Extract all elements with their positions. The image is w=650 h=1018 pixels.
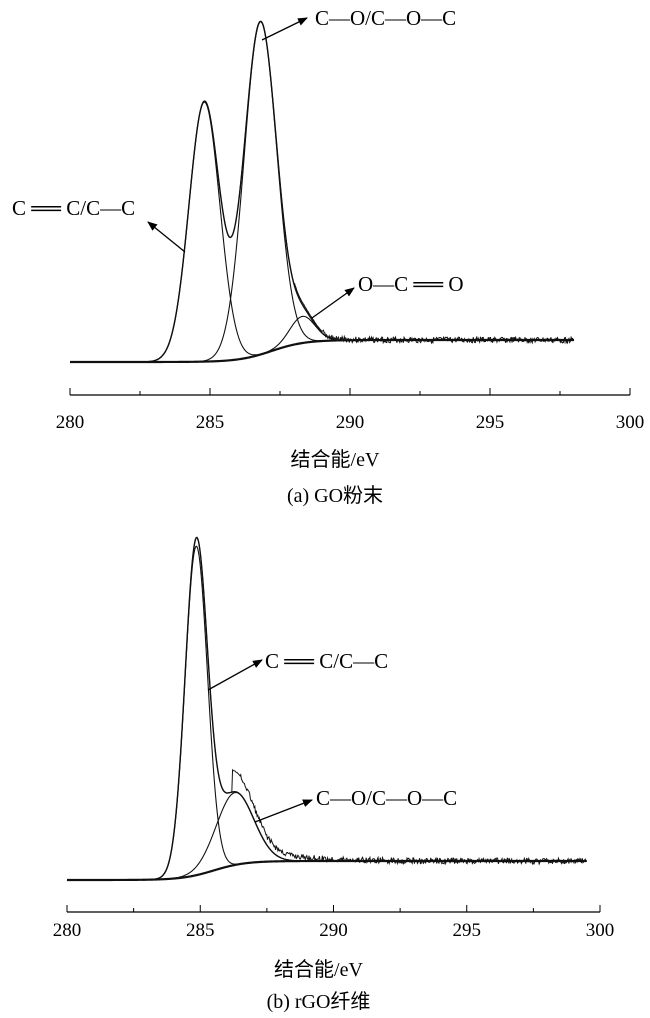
- x-tick-label: 290: [336, 412, 365, 433]
- x-axis-label-b: 结合能/eV: [274, 958, 363, 981]
- spectrum-curves-b: [66, 536, 588, 882]
- chart-panel-b: 280 285 290 295 300 C ══ C/C—C C—O/C—O—C 结合能/…: [53, 536, 615, 1013]
- spectrum-curves-a: [69, 20, 575, 364]
- chart-panel-a: 280 285 290 295 300 C ══ C/C—C C—O/C—O—C O—C ═…: [12, 6, 644, 507]
- x-tick-label: 285: [196, 412, 225, 433]
- annotation-arrow: [261, 17, 308, 41]
- x-tick-label: 295: [476, 412, 505, 433]
- x-tick-label: 300: [586, 920, 615, 941]
- x-tick-label: 285: [186, 920, 215, 941]
- background-curve: [67, 859, 587, 882]
- background-curve: [70, 338, 574, 364]
- annotation-arrow: [207, 659, 263, 691]
- annotation-label: O—C ══ O: [358, 272, 464, 296]
- caption-b: (b) rGO纤维: [267, 990, 371, 1013]
- x-tick-label: 280: [56, 412, 85, 433]
- x-axis-label-a: 结合能/eV: [291, 448, 380, 471]
- fit-peak-0: [67, 545, 587, 881]
- annotation-label: C—O/C—O—C: [315, 6, 456, 30]
- x-tick-label: 280: [53, 920, 82, 941]
- x-tick-label: 295: [453, 920, 482, 941]
- annotation-label: C ══ C/C—C: [12, 196, 135, 220]
- caption-a: (a) GO粉末: [287, 484, 383, 507]
- x-tick-label: 300: [616, 412, 645, 433]
- annotation-arrow: [311, 287, 355, 319]
- x-ticks-b: 280 285 290 295 300: [53, 905, 615, 941]
- annotation-label: C ══ C/C—C: [265, 649, 388, 673]
- annotation-arrow: [147, 221, 186, 253]
- annotations-a: C ══ C/C—C C—O/C—O—C O—C ══ O: [12, 6, 464, 319]
- annotation-arrow: [254, 799, 313, 823]
- fit-peak-0: [70, 101, 574, 363]
- annotations-b: C ══ C/C—C C—O/C—O—C: [207, 649, 457, 823]
- annotation-label: C—O/C—O—C: [316, 786, 457, 810]
- x-tick-label: 290: [319, 920, 348, 941]
- x-ticks-a: 280 285 290 295 300: [56, 388, 645, 433]
- raw-data-curve: [69, 20, 575, 363]
- envelope-curve: [67, 536, 587, 881]
- raw-data-curve: [66, 536, 588, 881]
